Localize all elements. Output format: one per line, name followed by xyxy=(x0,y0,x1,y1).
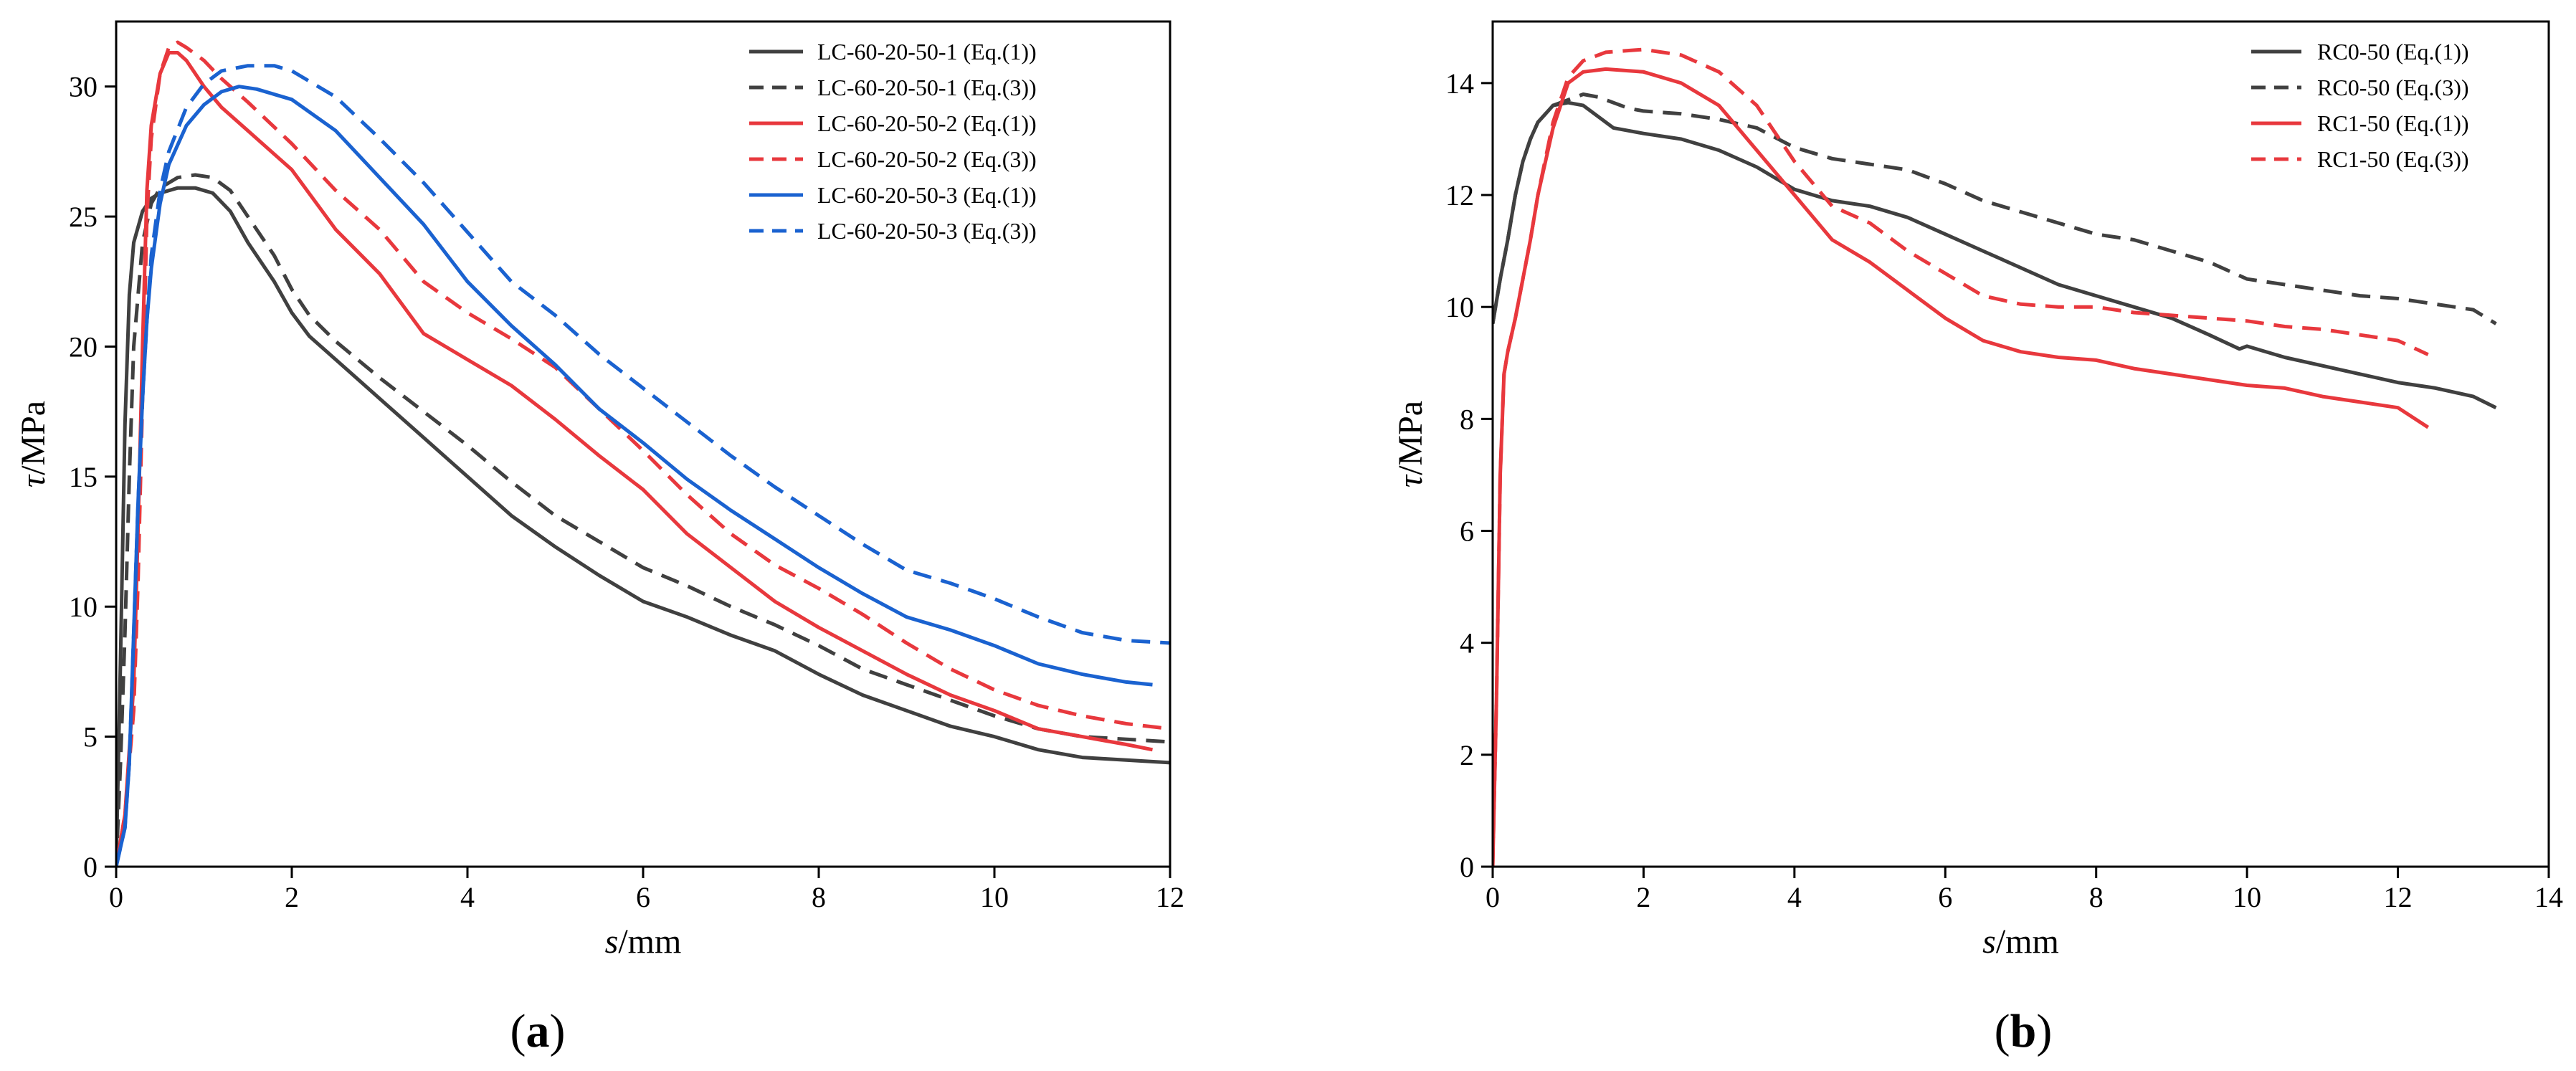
chart-b-legend-label-4: RC1-50 (Eq.(3)) xyxy=(2317,146,2469,172)
chart-b-series-3-line xyxy=(1493,67,2430,867)
chart-a-series-2-line xyxy=(116,173,1170,867)
chart-b-ytick-label: 0 xyxy=(1460,851,1474,883)
chart-a-y-axis-title: τ/MPa xyxy=(14,401,52,487)
chart-b-xtick-label: 14 xyxy=(2534,881,2563,913)
chart-a-xtick-label: 6 xyxy=(636,881,650,913)
chart-b-legend-label-3: RC1-50 (Eq.(1)) xyxy=(2317,110,2469,136)
chart-b-xtick-label: 0 xyxy=(1486,881,1500,913)
chart-b-legend: RC0-50 (Eq.(1)) RC0-50 (Eq.(3)) RC1-50 (Eq… xyxy=(2251,39,2469,172)
chart-b-panel-label: (b) xyxy=(1995,1005,2053,1057)
chart-a-legend-label-2: LC-60-20-50-1 (Eq.(3)) xyxy=(817,75,1037,100)
chart-b-series-4-line xyxy=(1493,47,2429,867)
chart-a-series-4-line xyxy=(116,40,1170,867)
chart-b: 0 2 4 6 8 10 12 14 0 2 4 6 8 10 12 14 s/mm τ/MPa RC0-50 (E… xyxy=(1392,20,2563,1057)
chart-a-ytick-label: 20 xyxy=(69,330,98,363)
chart-a-xtick-label: 8 xyxy=(812,881,826,913)
chart-b-xtick-label: 4 xyxy=(1787,881,1802,913)
chart-b-ytick-label: 2 xyxy=(1460,739,1474,771)
chart-a-ytick-label: 25 xyxy=(69,201,98,233)
chart-b-xtick-label: 12 xyxy=(2384,881,2413,913)
chart-b-legend-label-2: RC0-50 (Eq.(3)) xyxy=(2317,75,2469,100)
chart-a-xtick-label: 0 xyxy=(109,881,123,913)
chart-a-legend-label-4: LC-60-20-50-2 (Eq.(3)) xyxy=(817,146,1037,172)
chart-a-panel-label: (a) xyxy=(510,1005,566,1057)
chart-b-y-axis-title: τ/MPa xyxy=(1392,401,1430,487)
chart-a-xtick-label: 4 xyxy=(460,881,475,913)
chart-a-series-group xyxy=(116,40,1170,867)
chart-a-x-axis-title: s/mm xyxy=(605,923,682,961)
chart-a-series-6-line xyxy=(116,64,1170,867)
chart-a-legend-label-6: LC-60-20-50-3 (Eq.(3)) xyxy=(817,218,1037,244)
chart-b-ytick-label: 14 xyxy=(1445,67,1474,100)
chart-a-series-3-line xyxy=(116,51,1153,867)
chart-b-ytick-label: 8 xyxy=(1460,403,1474,435)
chart-b-series-2-line xyxy=(1493,92,2497,325)
chart-a-series-1-line xyxy=(116,186,1170,867)
chart-a-ytick-label: 30 xyxy=(69,71,98,103)
chart-b-ytick-label: 4 xyxy=(1460,627,1474,660)
chart-b-ytick-label: 6 xyxy=(1460,515,1474,548)
chart-b-xtick-label: 6 xyxy=(1938,881,1952,913)
chart-b-xtick-label: 10 xyxy=(2233,881,2261,913)
chart-b-series-group xyxy=(1493,47,2497,867)
chart-a-ytick-label: 5 xyxy=(83,721,98,753)
chart-a-legend-label-1: LC-60-20-50-1 (Eq.(1)) xyxy=(817,39,1037,65)
chart-a-ytick-label: 10 xyxy=(69,591,98,623)
chart-b-xtick-label: 2 xyxy=(1636,881,1650,913)
chart-a-legend-label-3: LC-60-20-50-2 (Eq.(1)) xyxy=(817,110,1037,136)
chart-a-legend-label-5: LC-60-20-50-3 (Eq.(1)) xyxy=(817,182,1037,208)
chart-a-xtick-label: 10 xyxy=(980,881,1009,913)
chart-b-legend-label-1: RC0-50 (Eq.(1)) xyxy=(2317,39,2469,65)
chart-b-ytick-label: 10 xyxy=(1445,291,1474,323)
chart-a-ytick-label: 0 xyxy=(83,851,98,883)
chart-b-plot-frame xyxy=(1491,20,2550,868)
chart-a-ytick-label: 15 xyxy=(69,461,98,493)
chart-a: 0 2 4 6 8 10 12 0 5 10 15 20 25 30 s/mm τ/MPa LC-60-20-5… xyxy=(14,20,1184,1057)
chart-b-xtick-label: 8 xyxy=(2089,881,2104,913)
chart-a-legend: LC-60-20-50-1 (Eq.(1)) LC-60-20-50-1 (Eq.… xyxy=(749,39,1037,244)
chart-b-ytick-label: 12 xyxy=(1445,179,1474,211)
chart-a-xtick-label: 2 xyxy=(285,881,299,913)
chart-b-x-axis-title: s/mm xyxy=(1982,923,2059,961)
chart-a-xtick-label: 12 xyxy=(1156,881,1184,913)
